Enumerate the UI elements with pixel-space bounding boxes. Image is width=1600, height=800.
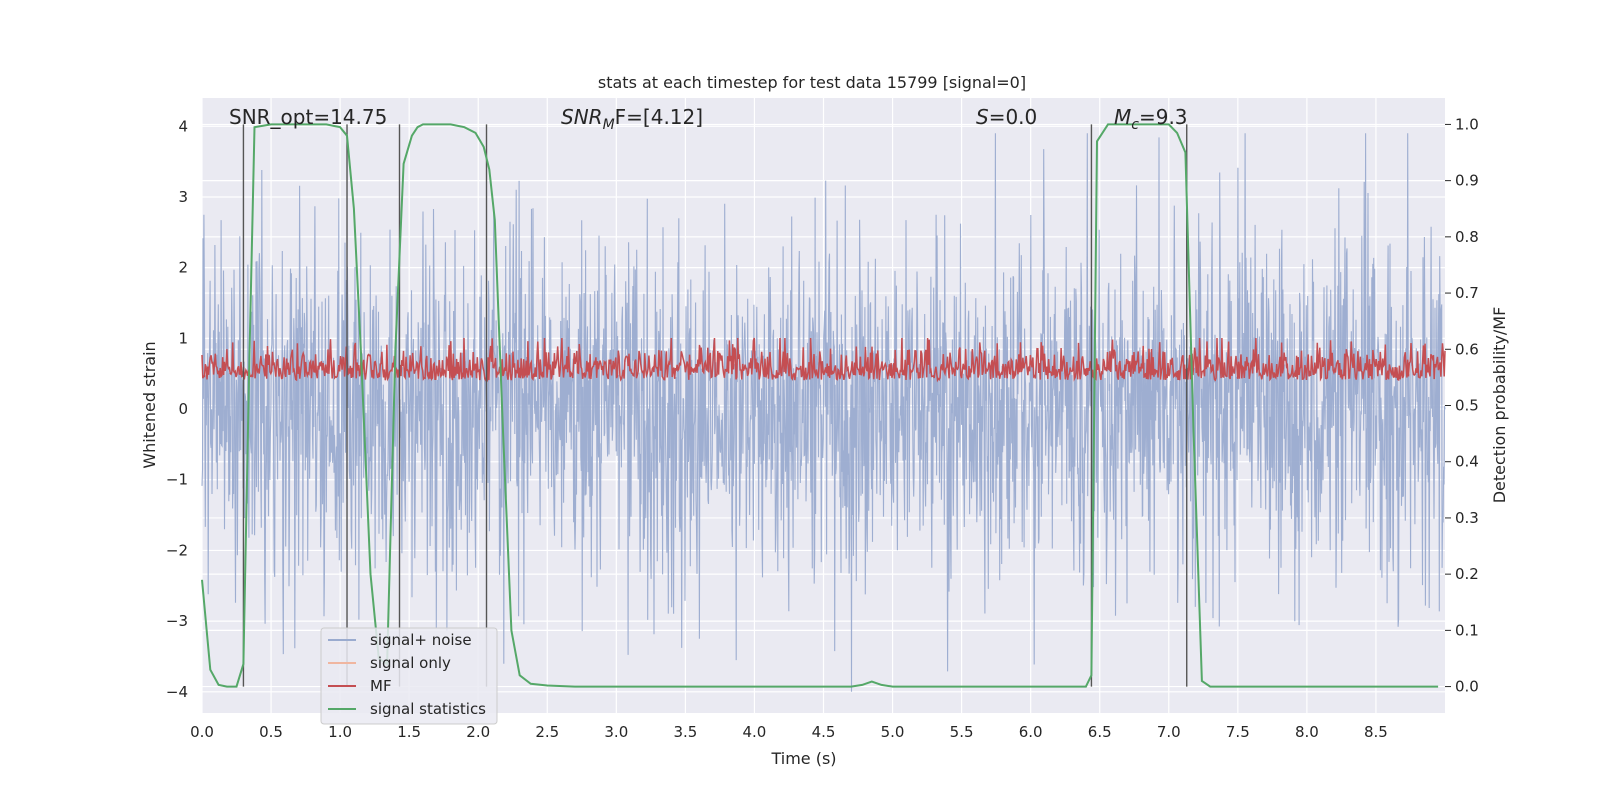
legend-label-mf: MF [370,677,392,695]
y-left-tick-label: 1 [178,329,188,347]
x-tick-label: 3.5 [673,723,697,741]
annotation-mc-value: =9.3 [1139,105,1188,129]
y-right-tick-label: 0.0 [1455,678,1479,696]
annotation-mc-subscript: c [1131,117,1139,133]
y-left-tick-label: −3 [166,612,188,630]
series-signal-noise [201,133,1446,692]
x-tick-label: 0.5 [259,723,283,741]
x-tick-label: 7.5 [1226,723,1250,741]
annotation-mc: Mc=9.3 [1114,105,1188,133]
x-tick-label: 5.5 [950,723,974,741]
legend-label-signal-only: signal only [370,654,451,672]
y-left-tick-label: 0 [178,400,188,418]
annotation-s-value: =0.0 [989,105,1038,129]
x-tick-label: 0.0 [190,723,214,741]
x-tick-label: 3.0 [604,723,628,741]
y-right-tick-label: 0.2 [1455,565,1479,583]
annotation-s: S=0.0 [976,105,1037,129]
annotation-snr-mf-symbol: SNR [561,105,603,129]
y-left-ticks: 4 3 2 1 0 −1 −2 −3 −4 [166,117,188,701]
x-tick-label: 2.5 [535,723,559,741]
legend-box [320,627,498,725]
x-ticks: 0.0 0.5 1.0 1.5 2.0 2.5 3.0 3.5 4.0 4.5 5.0 5.5 6.0 6… [190,723,1388,741]
signal-statistics-line [201,123,1439,688]
y-right-axis-label: Detection probability/MF [1490,307,1509,504]
x-tick-label: 4.5 [812,723,836,741]
annotation-snr-mf-value: F=[4.12] [615,105,703,129]
x-tick-label: 5.0 [881,723,905,741]
y-right-tick-label: 0.9 [1455,172,1479,190]
y-left-tick-label: −2 [166,541,188,559]
x-axis-label: Time (s) [770,749,836,768]
annotation-mc-symbol: M [1114,105,1131,129]
y-left-tick-label: 4 [178,117,188,135]
y-right-tick-label: 0.6 [1455,340,1479,358]
y-right-ticks: 1.0 0.9 0.8 0.7 0.6 0.5 0.4 0.3 0.2 0.1 0.0 [1445,115,1479,696]
annotation-snr-mf-subscript: M [603,117,615,133]
y-left-tick-label: 3 [178,188,188,206]
x-tick-label: 6.0 [1019,723,1043,741]
y-left-axis-label: Whitened strain [140,341,159,468]
y-left-tick-label: −4 [166,683,188,701]
signal-noise-line [201,133,1446,692]
x-tick-label: 6.5 [1088,723,1112,741]
series-signal-statistics [201,123,1439,688]
x-tick-label: 1.5 [397,723,421,741]
y-left-tick-label: −1 [166,471,188,489]
annotation-s-symbol: S [976,105,989,129]
y-right-tick-label: 0.5 [1455,397,1479,415]
y-right-tick-label: 1.0 [1455,115,1479,133]
legend-label-signal-statistics: signal statistics [370,700,486,718]
y-right-tick-label: 0.4 [1455,453,1479,471]
legend-label-signal-noise: signal+ noise [370,631,472,649]
annotation-snr-opt: SNR_opt=14.75 [229,105,387,129]
annotation-snr-mf: SNRMF=[4.12] [561,105,703,133]
x-tick-label: 4.0 [743,723,767,741]
y-left-tick-label: 2 [178,259,188,277]
x-tick-label: 7.0 [1157,723,1181,741]
x-tick-label: 8.0 [1295,723,1319,741]
x-tick-label: 2.0 [466,723,490,741]
legend: signal+ noise signal only MF signal stat… [320,627,498,725]
x-tick-label: 8.5 [1364,723,1388,741]
y-right-tick-label: 0.3 [1455,509,1479,527]
mf-line [201,337,1446,383]
chart-title: stats at each timestep for test data 157… [598,73,1026,92]
y-right-tick-label: 0.8 [1455,228,1479,246]
x-tick-label: 1.0 [328,723,352,741]
y-right-tick-label: 0.7 [1455,284,1479,302]
series-mf [201,337,1446,383]
y-right-tick-label: 0.1 [1455,621,1479,639]
